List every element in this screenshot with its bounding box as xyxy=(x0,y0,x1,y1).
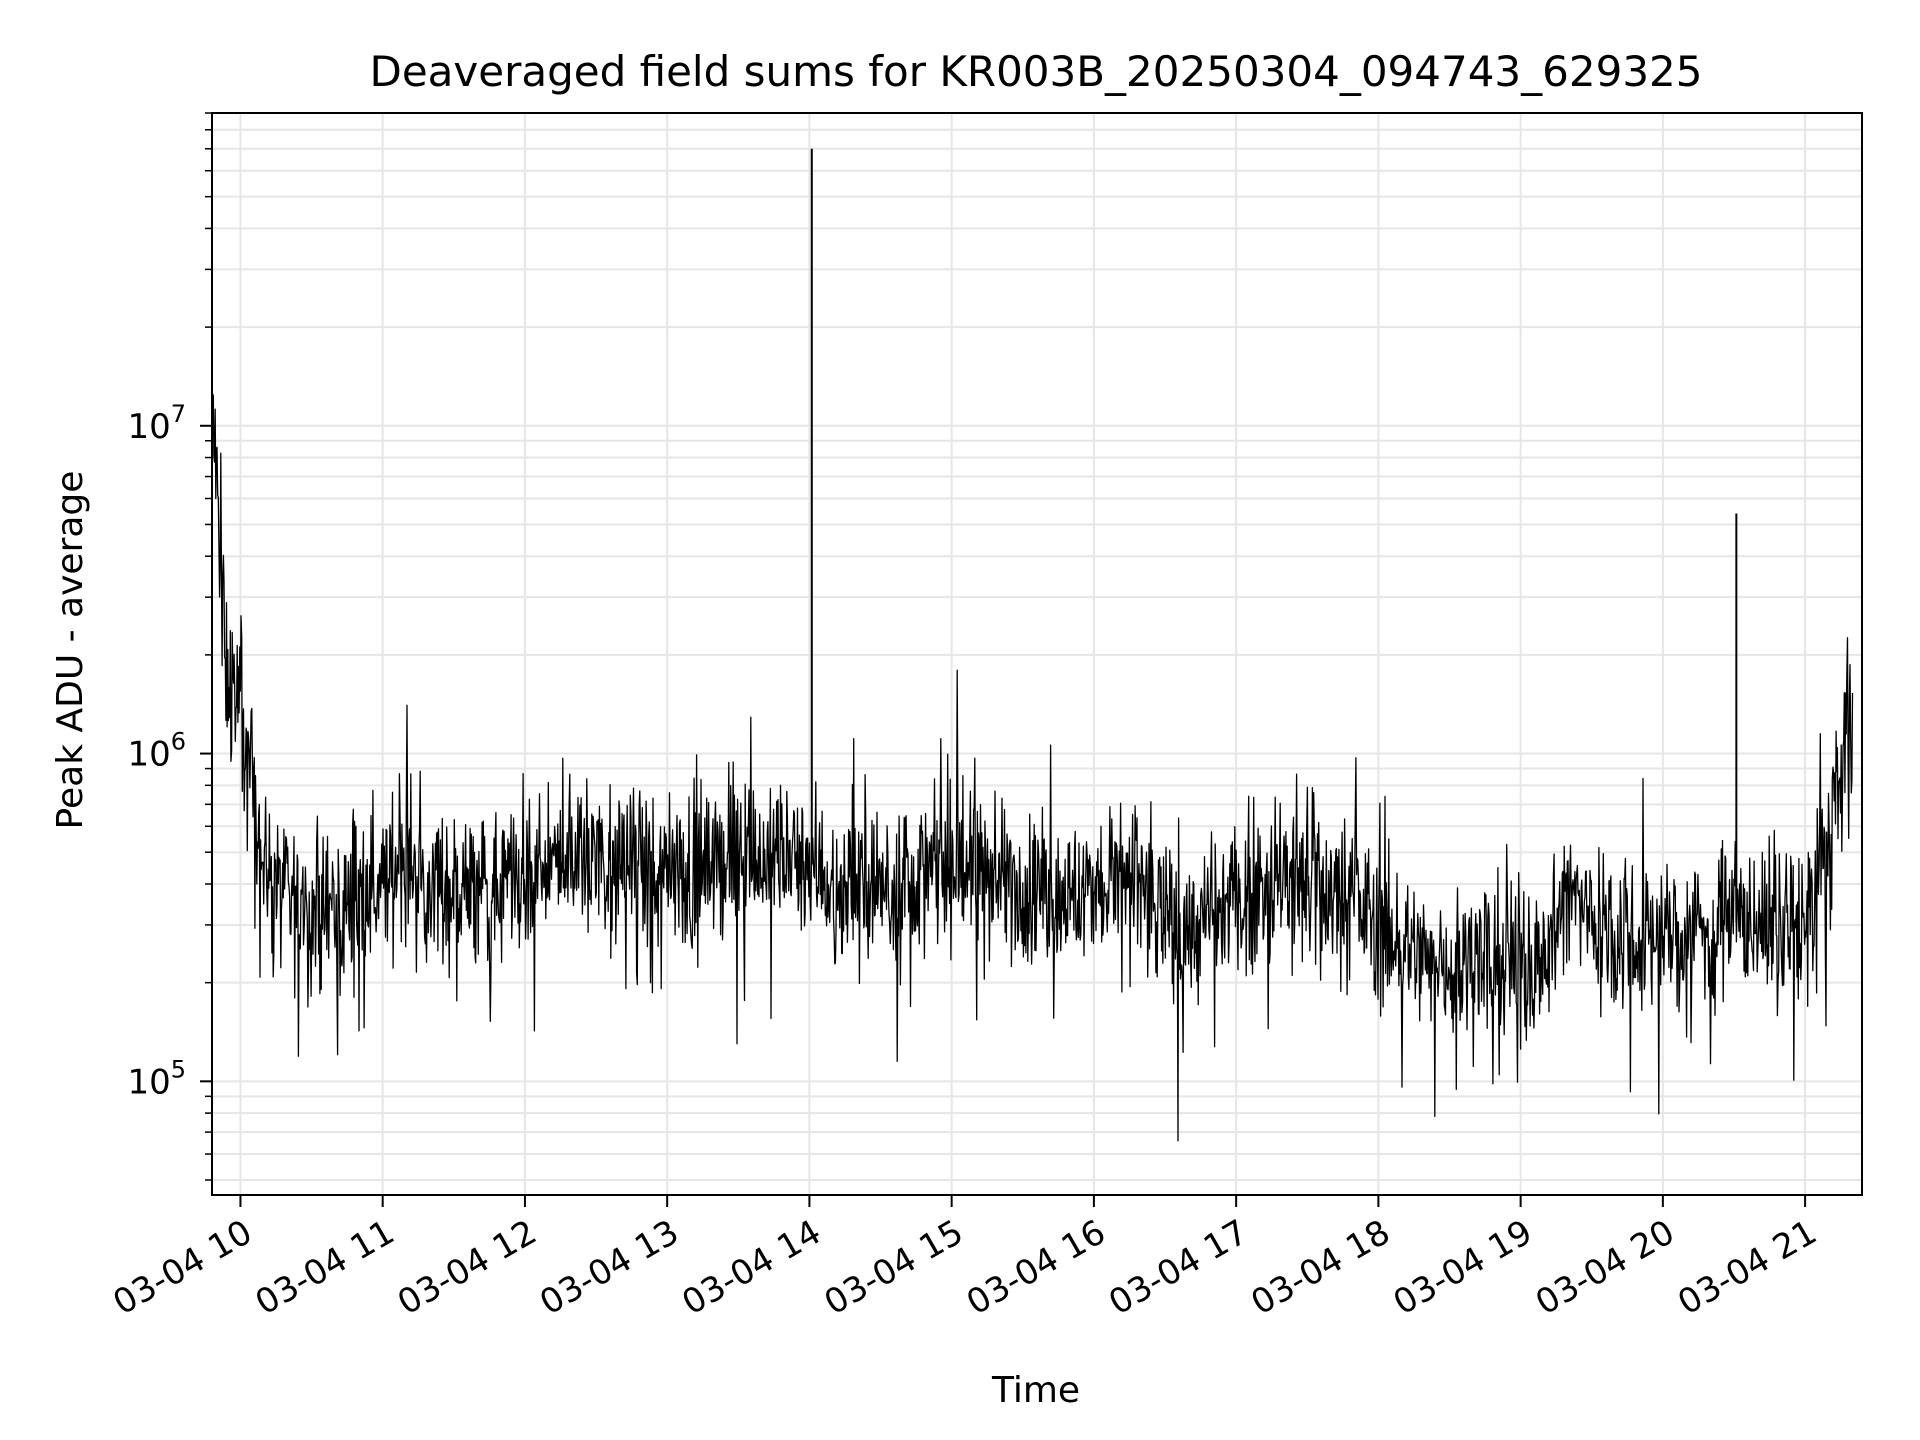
grid xyxy=(212,112,1862,1195)
y-tick-label: 105 xyxy=(127,1055,186,1102)
x-axis-label: Time xyxy=(991,1370,1080,1411)
y-axis-label: Peak ADU - average xyxy=(50,471,91,830)
plot-frame xyxy=(211,112,1863,1196)
y-tick-label: 106 xyxy=(127,728,186,775)
data-series xyxy=(211,148,1854,1142)
y-tick-label: 107 xyxy=(127,400,186,447)
chart-title: Deaveraged field sums for KR003B_2025030… xyxy=(370,47,1703,96)
series-line xyxy=(211,392,1854,1142)
y-axis-ticks: 105 106 107 xyxy=(127,112,212,1181)
